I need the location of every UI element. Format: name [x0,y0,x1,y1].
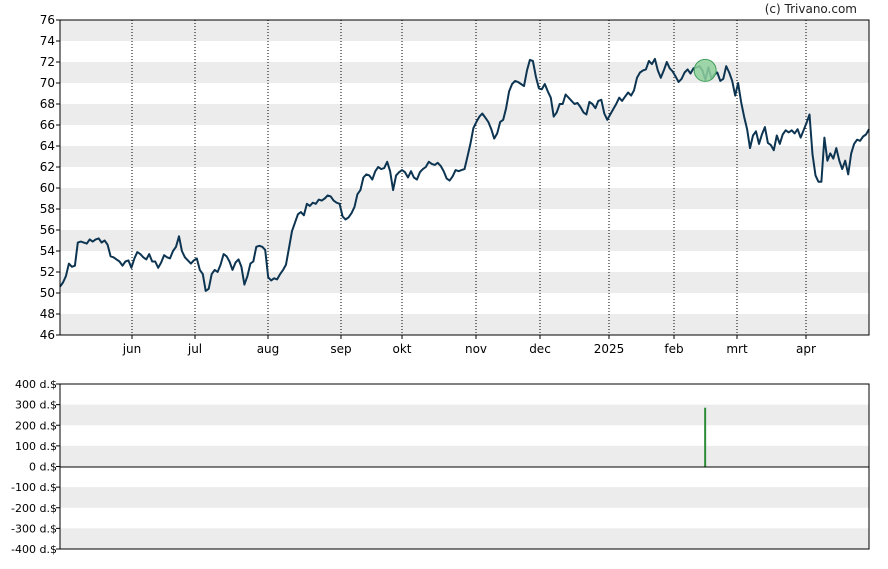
watermark: (c) Trivano.com [765,2,857,16]
price-grid-band [60,104,869,125]
volume-panel: 400 d.$ 300 d.$ 200 d.$ 100 d.$ 0 d.$ -100 d.… [11,378,870,556]
x-tick-label: aug [257,342,280,356]
y-tick-label: 60 [40,181,55,195]
y-tick-label: 62 [40,160,55,174]
y-tick-label: 46 [40,328,55,342]
price-panel-frame [59,19,870,336]
event-marker [693,58,717,82]
price-grid-band [60,62,869,83]
volume-grid-band [60,528,869,549]
y-tick-label: 64 [40,139,55,153]
x-tick-label: sep [330,342,351,356]
volume-grid-band [60,404,869,426]
volume-y-tick-label: 300 d.$ [15,399,57,412]
y-tick-label: 74 [40,34,55,48]
y-tick-label: 54 [40,244,55,258]
x-tick-label: apr [796,342,816,356]
price-panel: 46 48 50 52 54 56 58 60 62 64 66 68 70 72 74 76 jun jul a… [40,13,870,356]
y-tick-label: 56 [40,223,55,237]
volume-y-tick-label: -300 d.$ [11,522,57,535]
volume-y-tick-label: 200 d.$ [15,419,57,432]
price-grid-band [60,314,869,335]
y-tick-label: 76 [40,13,55,27]
y-tick-label: 58 [40,202,55,216]
x-tick-label: 2025 [594,342,625,356]
y-tick-label: 48 [40,307,55,321]
y-tick-label: 72 [40,55,55,69]
volume-y-tick-label: 0 d.$ [29,461,57,474]
y-tick-label: 68 [40,97,55,111]
volume-y-tick-label: 100 d.$ [15,440,57,453]
volume-y-tick-label: 400 d.$ [15,378,57,391]
price-grid-band [60,272,869,293]
price-grid-band [60,20,869,41]
x-tick-label: nov [465,342,487,356]
y-tick-label: 66 [40,118,55,132]
price-grid-band [60,188,869,209]
volume-y-tick-label: -200 d.$ [11,502,57,515]
price-series-line [59,57,870,292]
x-tick-label: dec [529,342,551,356]
x-tick-label: jul [187,342,202,356]
price-grid-band [60,146,869,167]
volume-y-tick-label: -400 d.$ [11,543,57,556]
x-tick-label: mrt [726,342,748,356]
volume-grid-band [60,487,869,508]
y-tick-label: 52 [40,265,55,279]
volume-grid-band [60,445,869,467]
volume-y-tick-label: -100 d.$ [11,481,57,494]
y-tick-label: 70 [40,76,55,90]
x-tick-label: feb [664,342,683,356]
y-tick-label: 50 [40,286,55,300]
x-tick-label: okt [393,342,412,356]
x-tick-label: jun [122,342,142,356]
